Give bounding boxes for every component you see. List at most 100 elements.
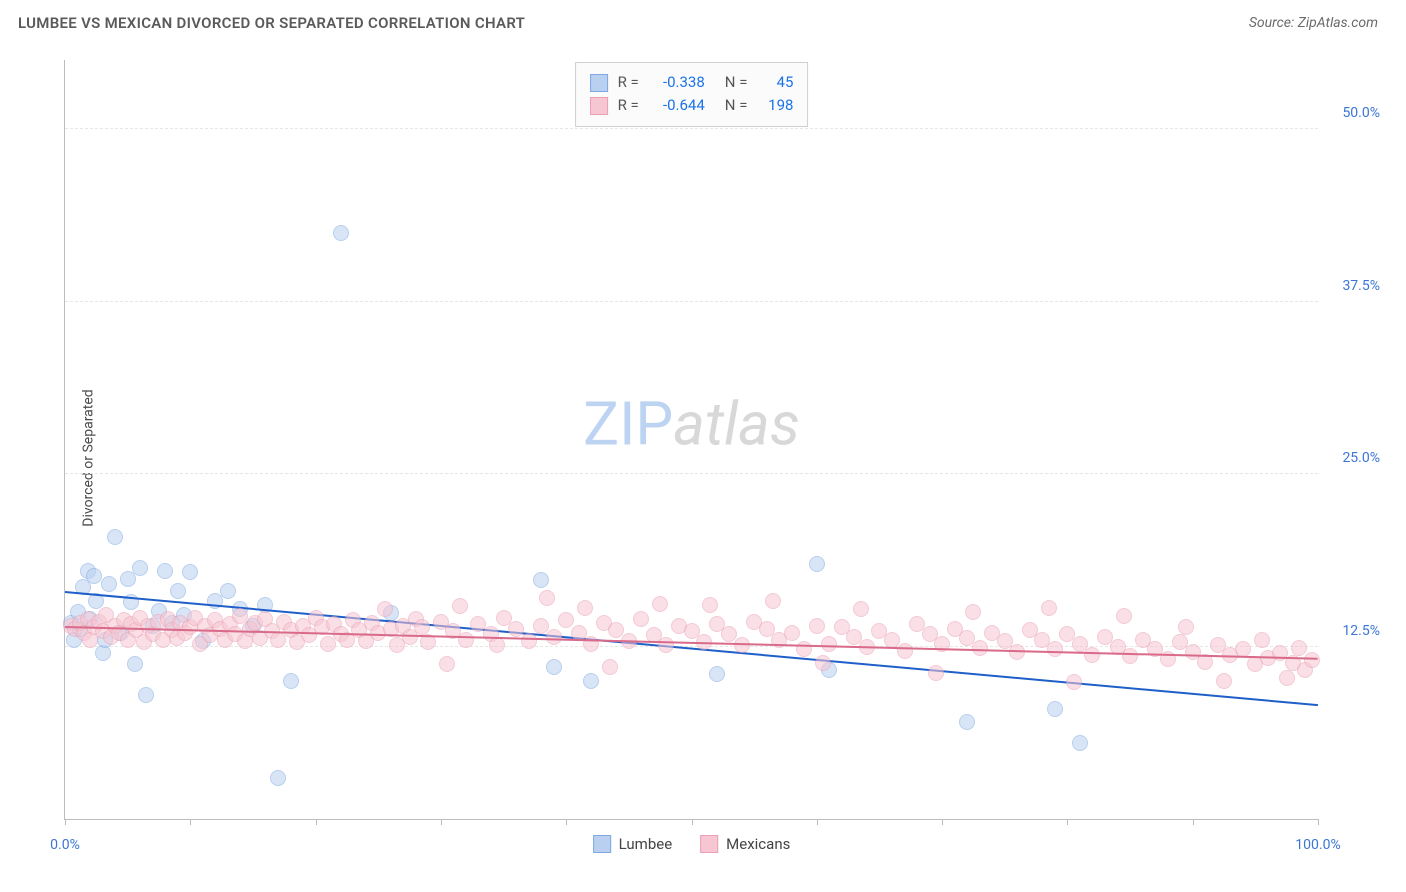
data-point [1304,652,1320,668]
chart-container: Divorced or Separated ZIPatlas R =-0.338… [18,42,1388,874]
data-point [809,618,825,634]
data-point [508,621,524,637]
data-point [1216,673,1232,689]
data-point [1072,735,1088,751]
data-point [95,645,111,661]
data-point [897,643,913,659]
n-value: 198 [757,94,793,117]
n-label: N = [725,71,748,94]
data-point [1047,641,1063,657]
data-point [170,583,186,599]
data-point [489,637,505,653]
data-point [414,619,430,635]
data-point [959,714,975,730]
x-tick-mark [1067,819,1068,825]
data-point [182,564,198,580]
data-point [132,560,148,576]
data-point [765,593,781,609]
data-point [539,590,555,606]
watermark-part1: ZIP [583,389,673,460]
stats-row: R =-0.338N =45 [590,71,794,94]
legend-label: Mexicans [726,835,790,853]
data-point [702,597,718,613]
gridline [65,301,1318,302]
gridline [65,128,1318,129]
data-point [709,666,725,682]
data-point [965,604,981,620]
x-tick-mark [65,819,66,825]
stats-legend-box: R =-0.338N =45R =-0.644N =198 [575,62,809,127]
data-point [809,556,825,572]
data-point [1041,600,1057,616]
data-point [521,633,537,649]
n-label: N = [725,94,748,117]
series-legend: Lumbee Mexicans [593,835,791,853]
data-point [1291,640,1307,656]
data-point [815,655,831,671]
data-point [533,572,549,588]
data-point [1254,632,1270,648]
y-tick-label: 37.5% [1324,278,1380,294]
data-point [458,632,474,648]
data-point [270,770,286,786]
data-point [821,636,837,652]
data-point [283,673,299,689]
data-point [452,598,468,614]
data-point [558,612,574,628]
y-tick-label: 25.0% [1324,450,1380,466]
data-point [652,596,668,612]
legend-swatch [590,97,608,115]
watermark-part2: atlas [673,389,800,460]
y-tick-label: 12.5% [1324,623,1380,639]
legend-item: Lumbee [593,835,673,853]
watermark: ZIPatlas [583,389,800,460]
data-point [1178,619,1194,635]
data-point [658,637,674,653]
data-point [120,571,136,587]
data-point [127,656,143,672]
data-point [107,529,123,545]
x-tick-mark [817,819,818,825]
data-point [157,563,173,579]
data-point [333,225,349,241]
legend-item: Mexicans [700,835,790,853]
data-point [220,583,236,599]
data-point [1047,701,1063,717]
data-point [546,659,562,675]
x-tick-mark [1318,819,1319,825]
chart-title: LUMBEE VS MEXICAN DIVORCED OR SEPARATED … [18,14,525,32]
x-tick-mark [1193,819,1194,825]
data-point [86,568,102,584]
x-tick-mark [692,819,693,825]
data-point [546,629,562,645]
x-tick-mark [566,819,567,825]
data-point [138,687,154,703]
r-label: R = [618,94,639,117]
x-tick-mark [316,819,317,825]
data-point [1084,647,1100,663]
data-point [1122,648,1138,664]
x-tick-label: 0.0% [50,837,80,853]
data-point [853,601,869,617]
legend-swatch [700,835,718,853]
n-value: 45 [757,71,793,94]
x-tick-mark [942,819,943,825]
plot-area: ZIPatlas R =-0.338N =45R =-0.644N =198 L… [64,60,1318,820]
data-point [972,640,988,656]
legend-swatch [593,835,611,853]
r-value: -0.644 [649,94,705,117]
data-point [1116,608,1132,624]
data-point [1066,674,1082,690]
x-tick-mark [441,819,442,825]
x-tick-label: 100.0% [1295,837,1340,853]
gridline [65,646,1318,647]
data-point [583,636,599,652]
data-point [439,656,455,672]
x-tick-mark [190,819,191,825]
legend-label: Lumbee [619,835,673,853]
data-point [583,673,599,689]
data-point [1279,670,1295,686]
r-value: -0.338 [649,71,705,94]
y-tick-label: 50.0% [1324,105,1380,121]
data-point [101,576,117,592]
